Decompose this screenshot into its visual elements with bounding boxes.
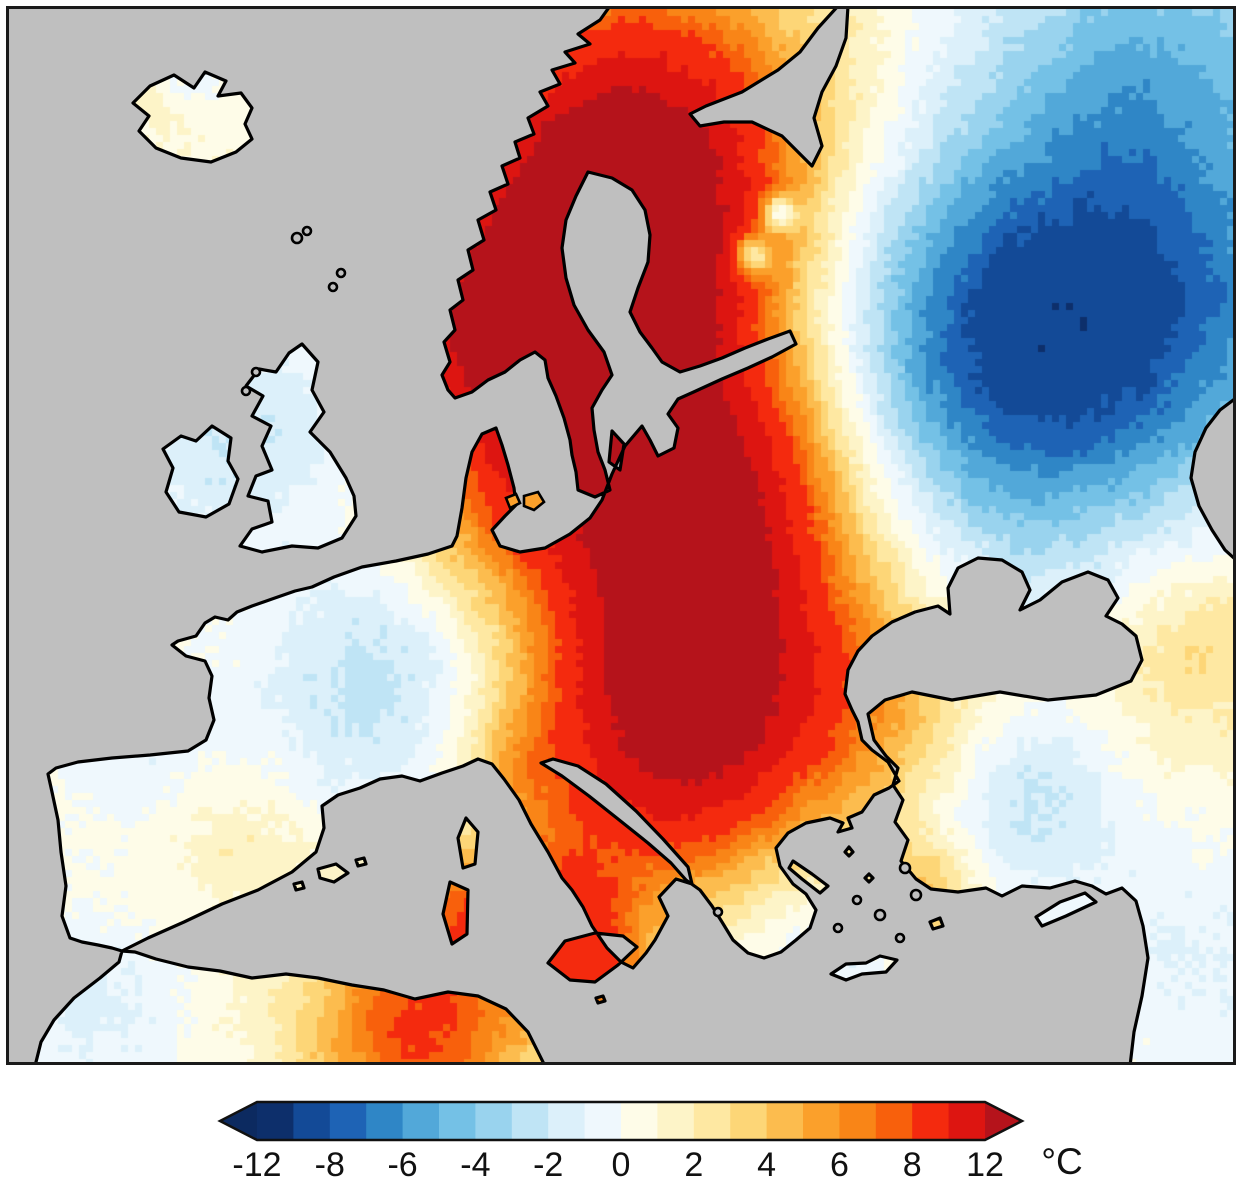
island-dot [240, 385, 252, 397]
island-dot [712, 906, 724, 918]
colorbar-segment [511, 1102, 549, 1140]
colorbar-segment [293, 1102, 331, 1140]
colorbar-segments [257, 1102, 986, 1140]
colorbar-tick-label: 8 [903, 1146, 922, 1184]
colorbar-tick-label: 4 [757, 1146, 776, 1184]
colorbar-segment [439, 1102, 476, 1140]
colorbar-segment [839, 1102, 877, 1140]
colorbar-segment [257, 1102, 294, 1140]
island-dot [909, 888, 923, 902]
colorbar-segment [912, 1102, 950, 1140]
colorbar-segment [621, 1102, 658, 1140]
colorbar-tick-labels: -12 -8 -6 -4 -2 0 2 4 6 8 12 [232, 1146, 1003, 1184]
colorbar-segment [366, 1102, 404, 1140]
colorbar-segment [402, 1102, 440, 1140]
small-islands [240, 225, 923, 944]
island-dot [250, 366, 262, 378]
danish-islands [504, 490, 546, 512]
colorbar-segment [548, 1102, 586, 1140]
colorbar-outline [217, 1100, 1025, 1142]
colorbar: -12 -8 -6 -4 -2 0 2 4 6 8 12 °C [217, 1100, 1083, 1184]
colorbar-tick-label: -8 [315, 1146, 345, 1184]
map-panel [6, 6, 1236, 1065]
colorbar-segment [475, 1102, 513, 1140]
mediterranean-blacksea-ocean [120, 556, 1150, 1062]
colorbar-overflow-arrow [985, 1102, 1022, 1140]
island-dot [851, 894, 863, 906]
caspian-sea [1189, 398, 1233, 560]
colorbar-segment [657, 1102, 695, 1140]
atlantic-northsea-baltic-ocean [9, 9, 798, 1062]
colorbar-tick-label: 0 [612, 1146, 631, 1184]
colorbar-tick-label: 2 [684, 1146, 703, 1184]
colorbar-segment [948, 1102, 986, 1140]
island-dot [898, 861, 912, 875]
colorbar-unit-label: °C [1041, 1141, 1083, 1182]
colorbar-tick-label: -12 [232, 1146, 281, 1184]
island-dot [290, 231, 304, 245]
island-dot [327, 281, 339, 293]
island-dot [894, 932, 906, 944]
island-dot [873, 908, 887, 922]
colorbar-tick-label: 12 [966, 1146, 1004, 1184]
island-dot [335, 267, 347, 279]
colorbar-segment [803, 1102, 840, 1140]
colorbar-tick-label: 6 [830, 1146, 849, 1184]
colorbar-segment [730, 1102, 768, 1140]
island [522, 490, 546, 512]
colorbar-segment [329, 1102, 367, 1140]
island-dot [301, 225, 313, 237]
colorbar-segment [766, 1102, 804, 1140]
colorbar-tick-label: -6 [387, 1146, 417, 1184]
colorbar-segment [693, 1102, 731, 1140]
island-dot [832, 922, 844, 934]
colorbar-tick-label: -2 [533, 1146, 563, 1184]
colorbar-underflow-arrow [220, 1102, 257, 1140]
island [504, 492, 522, 510]
colorbar-segment [584, 1102, 622, 1140]
colorbar-tick-label: -4 [460, 1146, 490, 1184]
colorbar-segment [875, 1102, 913, 1140]
coastline-overlay [9, 9, 1233, 1062]
white-sea [688, 9, 850, 168]
